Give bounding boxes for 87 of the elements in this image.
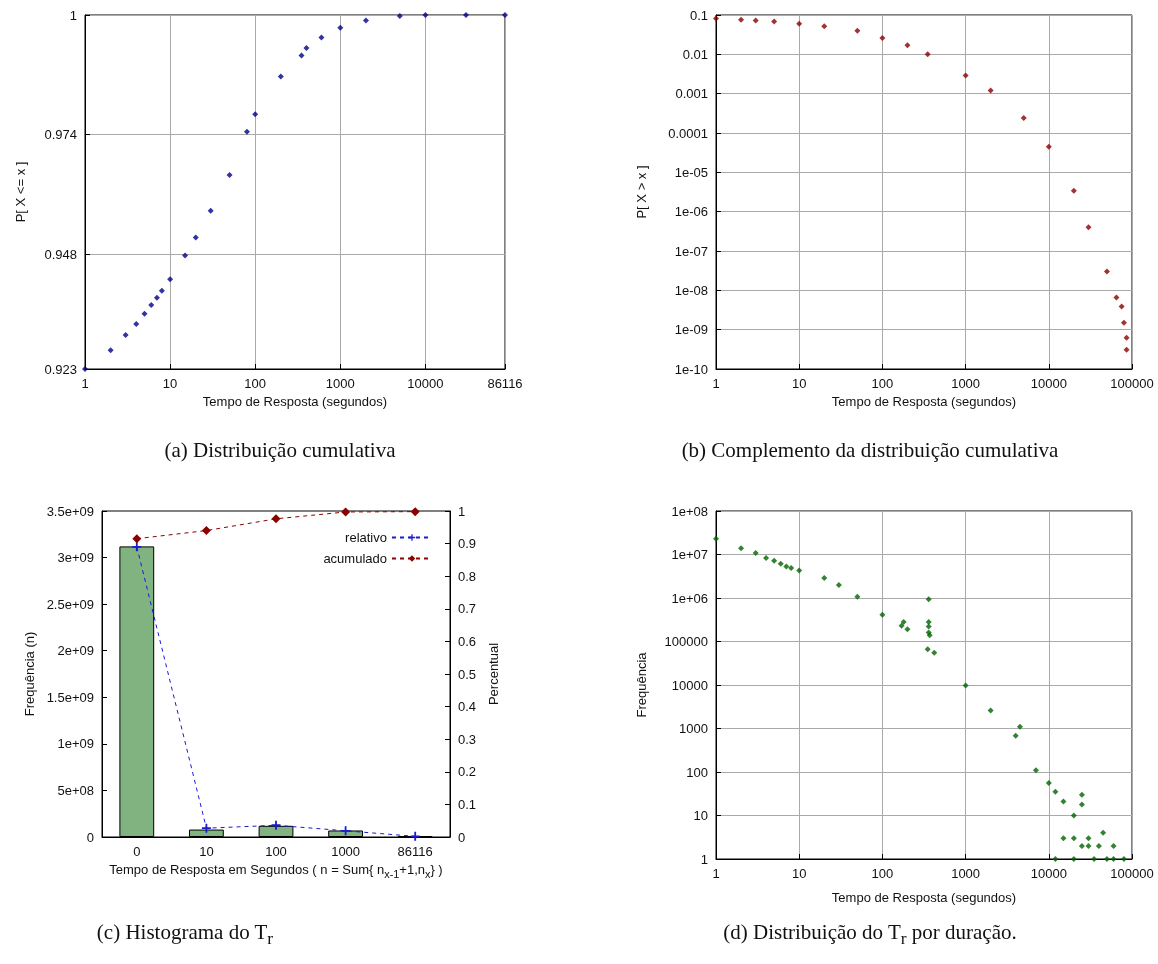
y-tick-label: 10 [693, 808, 708, 823]
y-tick-label: 1e+09 [57, 736, 94, 752]
y-tick-label: 0.923 [44, 361, 77, 377]
y2-tick-label: 0.9 [458, 536, 477, 552]
x-axis-title: Tempo de Resposta (segundos) [831, 890, 1017, 905]
y-tick-label: 1e+08 [671, 503, 708, 519]
y-tick-label: 1e+06 [671, 590, 708, 606]
x-tick-label: 86116 [397, 844, 433, 859]
x-tick-label: 100 [871, 376, 894, 391]
y2-tick-label: 0.2 [458, 764, 477, 780]
y-tick-label: 5e+08 [57, 782, 94, 798]
x-tick-label: 86116 [487, 376, 523, 391]
y-axis-title: P[ X <= x ] [13, 161, 28, 223]
text: (a) Distribuição cumulativa [164, 438, 396, 463]
point [271, 514, 281, 524]
x-tick-label: 10 [791, 866, 807, 881]
y2-axis-title: Percentual [485, 642, 501, 706]
point [132, 534, 142, 544]
x-axis-title: Tempo de Resposta em Segundos ( n = Sum{ n$_{x-1}$+1,n$_{x}$} ) [109, 862, 443, 880]
y-tick-label: 100000 [664, 634, 708, 649]
y2-tick-label: 0.8 [458, 568, 477, 584]
x-tick-label: 10000 [1030, 866, 1067, 881]
x-tick-label: 1000 [951, 866, 981, 881]
point [341, 507, 351, 517]
y2-tick-label: 0.7 [458, 601, 477, 617]
point [410, 831, 420, 841]
y-axis-title: Frequência (n) [21, 631, 37, 717]
x-tick-label: 10000 [407, 376, 444, 391]
x-tick-label: 0 [133, 844, 141, 859]
x-tick-label: 100 [265, 844, 287, 859]
y-tick-label: 1000 [679, 721, 708, 736]
x-tick-label: 1000 [951, 376, 981, 391]
y2-tick-label: 0.1 [458, 796, 477, 812]
y2-tick-label: 0.3 [458, 731, 477, 747]
x-tick-label: 10 [199, 844, 214, 859]
y-tick-label: 100 [686, 764, 708, 780]
text: (c) Histograma do T$_{r}$ [96, 920, 274, 950]
y-tick-label: 1e-06 [674, 204, 708, 220]
y-tick-label: 3e+09 [57, 550, 94, 566]
y-tick-label: 0.01 [682, 46, 708, 62]
point [341, 826, 351, 836]
point [132, 542, 142, 552]
y-tick-label: 0.948 [44, 246, 77, 262]
y-tick-label: 1e-08 [674, 282, 708, 298]
y-tick-label: 2e+09 [57, 643, 94, 659]
y-tick-label: 2.5e+09 [46, 596, 94, 612]
x-axis-title: Tempo de Resposta (segundos) [202, 394, 388, 409]
y-tick-label: 1e+07 [671, 547, 708, 562]
x-tick-label: 100000 [1110, 866, 1154, 881]
y-tick-label: 3.5e+09 [46, 503, 94, 519]
y-tick-label: 0.1 [689, 7, 708, 23]
x-tick-label: 100000 [1110, 376, 1154, 391]
x-axis-title: Tempo de Resposta (segundos) [831, 394, 1017, 409]
y-tick-label: 1e-07 [674, 243, 708, 259]
y2-tick-label: 0 [458, 829, 466, 845]
y-axis-title: P[ X > x ] [634, 165, 649, 219]
y-tick-label: 1.5e+09 [46, 689, 94, 705]
point [271, 820, 281, 830]
y-tick-label: 0.974 [44, 127, 77, 143]
y-tick-label: 0.0001 [668, 125, 708, 141]
x-tick-label: 100 [244, 376, 267, 391]
text: (b) Complemento da distribuição cumulativa [681, 438, 1059, 463]
x-tick-label: 100 [871, 866, 894, 881]
y-tick-label: 1e-05 [674, 164, 708, 180]
legend-label: acumulado [323, 551, 387, 566]
legend-label: relativo [345, 530, 387, 545]
y2-tick-label: 0.4 [458, 699, 477, 715]
text: (d) Distribuição do T$_{r}$ por duração. [723, 920, 1017, 950]
y-tick-label: 10000 [671, 677, 708, 693]
x-tick-label: 10000 [1030, 376, 1067, 391]
y2-tick-label: 1 [458, 503, 466, 519]
y2-tick-label: 0.5 [458, 666, 477, 682]
y-tick-label: 0.001 [675, 86, 708, 102]
y-tick-label: 1e-09 [674, 322, 708, 338]
x-tick-label: 10 [162, 376, 178, 391]
y-axis-title: Frequência [634, 651, 649, 718]
y-tick-label: 1 [69, 7, 77, 23]
y2-tick-label: 0.6 [458, 633, 477, 649]
x-tick-label: 1000 [331, 844, 361, 859]
x-tick-label: 1 [712, 866, 720, 881]
point [410, 507, 420, 517]
x-tick-label: 1 [712, 376, 720, 391]
y-tick-label: 0 [86, 829, 94, 845]
point [201, 526, 211, 536]
x-tick-label: 1000 [325, 376, 355, 391]
y-tick-label: 1e-10 [674, 361, 708, 377]
x-tick-label: 10 [791, 376, 807, 391]
